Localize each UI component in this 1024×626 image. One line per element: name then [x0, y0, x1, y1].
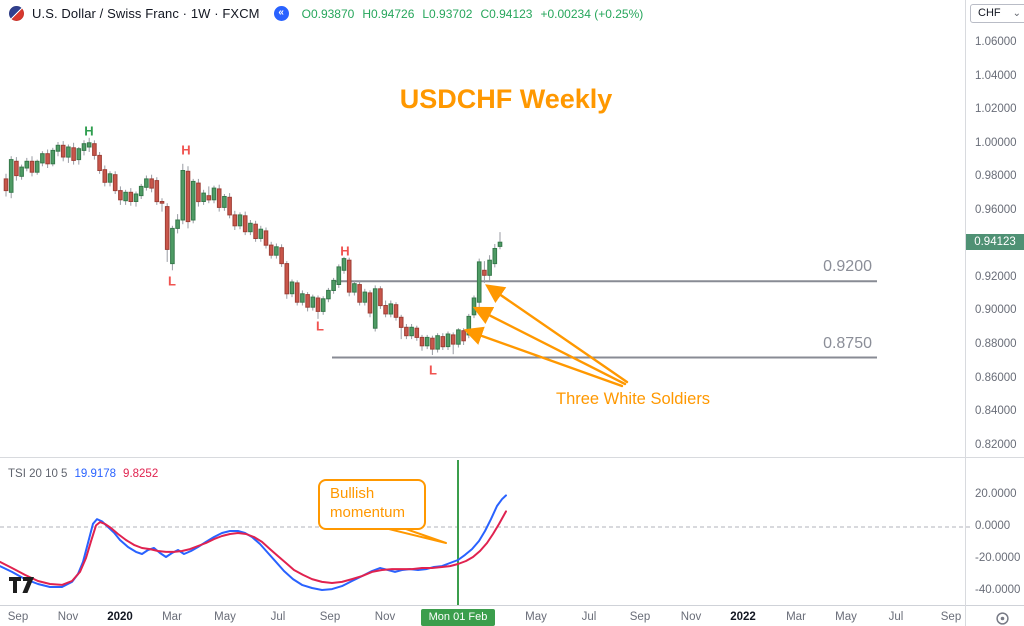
- time-tick-label: Nov: [680, 611, 702, 623]
- time-tick-label: Mar: [162, 611, 182, 623]
- tsi-value: 19.9178: [74, 468, 117, 480]
- axis-tick-label: 1.02000: [975, 103, 1017, 116]
- axis-tick-label: 0.82000: [975, 438, 1017, 451]
- highlighted-date-badge: Mon 01 Feb '21: [421, 609, 495, 626]
- chart-title-annotation: USDCHF Weekly: [399, 84, 613, 114]
- axis-tick-label: 0.84000: [975, 405, 1017, 418]
- callout-line-1: Bullish: [330, 485, 375, 502]
- candle-low-marker: L: [429, 362, 437, 378]
- candle-high-marker: H: [340, 243, 350, 259]
- time-tick-label: 2022: [730, 611, 756, 623]
- indicator-legend[interactable]: TSI 20 10 5 19.9178 9.8252: [8, 468, 158, 480]
- axis-tick-label: -40.0000: [975, 583, 1021, 596]
- pattern-label-annotation: Three White Soldiers: [556, 390, 711, 408]
- low-value: L0.93702: [422, 6, 473, 21]
- candle-low-marker: L: [316, 318, 324, 334]
- time-tick-label: Sep: [629, 611, 651, 623]
- axis-tick-label: 1.06000: [975, 36, 1017, 48]
- axis-tick-label: 0.92000: [975, 270, 1017, 283]
- time-tick-label: May: [525, 611, 547, 623]
- time-tick-label: Nov: [374, 611, 396, 623]
- annotation-arrow: [472, 306, 627, 386]
- chart-header: U.S. Dollar / Swiss Franc · 1W · FXCM « …: [0, 0, 960, 27]
- tsi-signal-value: 9.8252: [123, 468, 159, 480]
- high-value: H0.94726: [362, 6, 415, 21]
- price-scale[interactable]: CHF ⌄ 1.06000 1.04000 1.02000 1.00000 0.9800…: [965, 0, 1024, 626]
- currency-selector[interactable]: CHF ⌄: [970, 4, 1024, 23]
- time-tick-label: Jul: [888, 611, 904, 623]
- axis-tick-label: 0.96000: [975, 203, 1017, 216]
- time-tick-label: Sep: [319, 611, 341, 623]
- candle-low-marker: L: [168, 273, 176, 289]
- time-axis[interactable]: Sep Nov 2020 Mar May Jul Sep Nov May Jul Sep Nov 202…: [0, 605, 1024, 626]
- close-value: C0.94123: [480, 6, 533, 21]
- indicator-title: TSI 20 10 5: [8, 468, 68, 480]
- level-price-label: 0.8750: [823, 334, 872, 352]
- time-tick-label: Jul: [581, 611, 597, 623]
- time-tick-label: Nov: [57, 611, 79, 623]
- axis-tick-label: 0.88000: [975, 337, 1017, 350]
- instrument-flag-icon: [9, 6, 24, 21]
- candlestick-series: [3, 137, 503, 355]
- tsi-line-signal: [0, 510, 507, 586]
- ohlc-readout: O0.93870 H0.94726 L0.93702 C0.94123 +0.0…: [302, 7, 644, 21]
- settings-icon[interactable]: [994, 610, 1011, 626]
- time-tick-label: 2020: [107, 611, 133, 623]
- time-tick-label: Jul: [270, 611, 286, 623]
- symbol-title[interactable]: U.S. Dollar / Swiss Franc · 1W · FXCM: [32, 6, 260, 21]
- currency-label: CHF: [978, 7, 1001, 19]
- annotation-arrow: [485, 284, 629, 384]
- callout-line-2: momentum: [330, 504, 406, 521]
- candle-high-marker: H: [181, 142, 191, 158]
- axis-tick-label: 1.00000: [975, 136, 1017, 149]
- axis-tick-label: 0.98000: [975, 170, 1017, 183]
- axis-tick-label: 20.0000: [975, 488, 1017, 501]
- tradingview-logo[interactable]: [8, 576, 36, 594]
- panel-separator[interactable]: [0, 457, 1024, 458]
- level-price-label: 0.9200: [823, 258, 872, 276]
- last-price-badge: 0.94123: [966, 234, 1024, 251]
- open-value: O0.93870: [301, 6, 355, 21]
- axis-tick-label: -20.0000: [975, 551, 1021, 564]
- axis-tick-label: 1.04000: [975, 69, 1017, 82]
- time-tick-label: May: [835, 611, 857, 623]
- time-tick-label: Sep: [940, 611, 962, 623]
- time-tick-label: May: [214, 611, 236, 623]
- change-value: +0.00234 (+0.25%): [540, 6, 644, 21]
- time-tick-label: Sep: [7, 611, 29, 623]
- time-tick-label: Mar: [786, 611, 806, 623]
- bullish-momentum-callout: Bullish momentum: [318, 479, 426, 530]
- chevron-down-icon: ⌄: [1012, 8, 1021, 19]
- axis-tick-label: 0.86000: [975, 371, 1017, 384]
- axis-tick-label: 0.90000: [975, 304, 1017, 317]
- collapse-chevrons-icon[interactable]: «: [273, 6, 289, 21]
- annotation-arrow: [463, 326, 624, 388]
- candle-high-marker: H: [84, 123, 94, 139]
- axis-tick-label: 0.0000: [975, 520, 1011, 532]
